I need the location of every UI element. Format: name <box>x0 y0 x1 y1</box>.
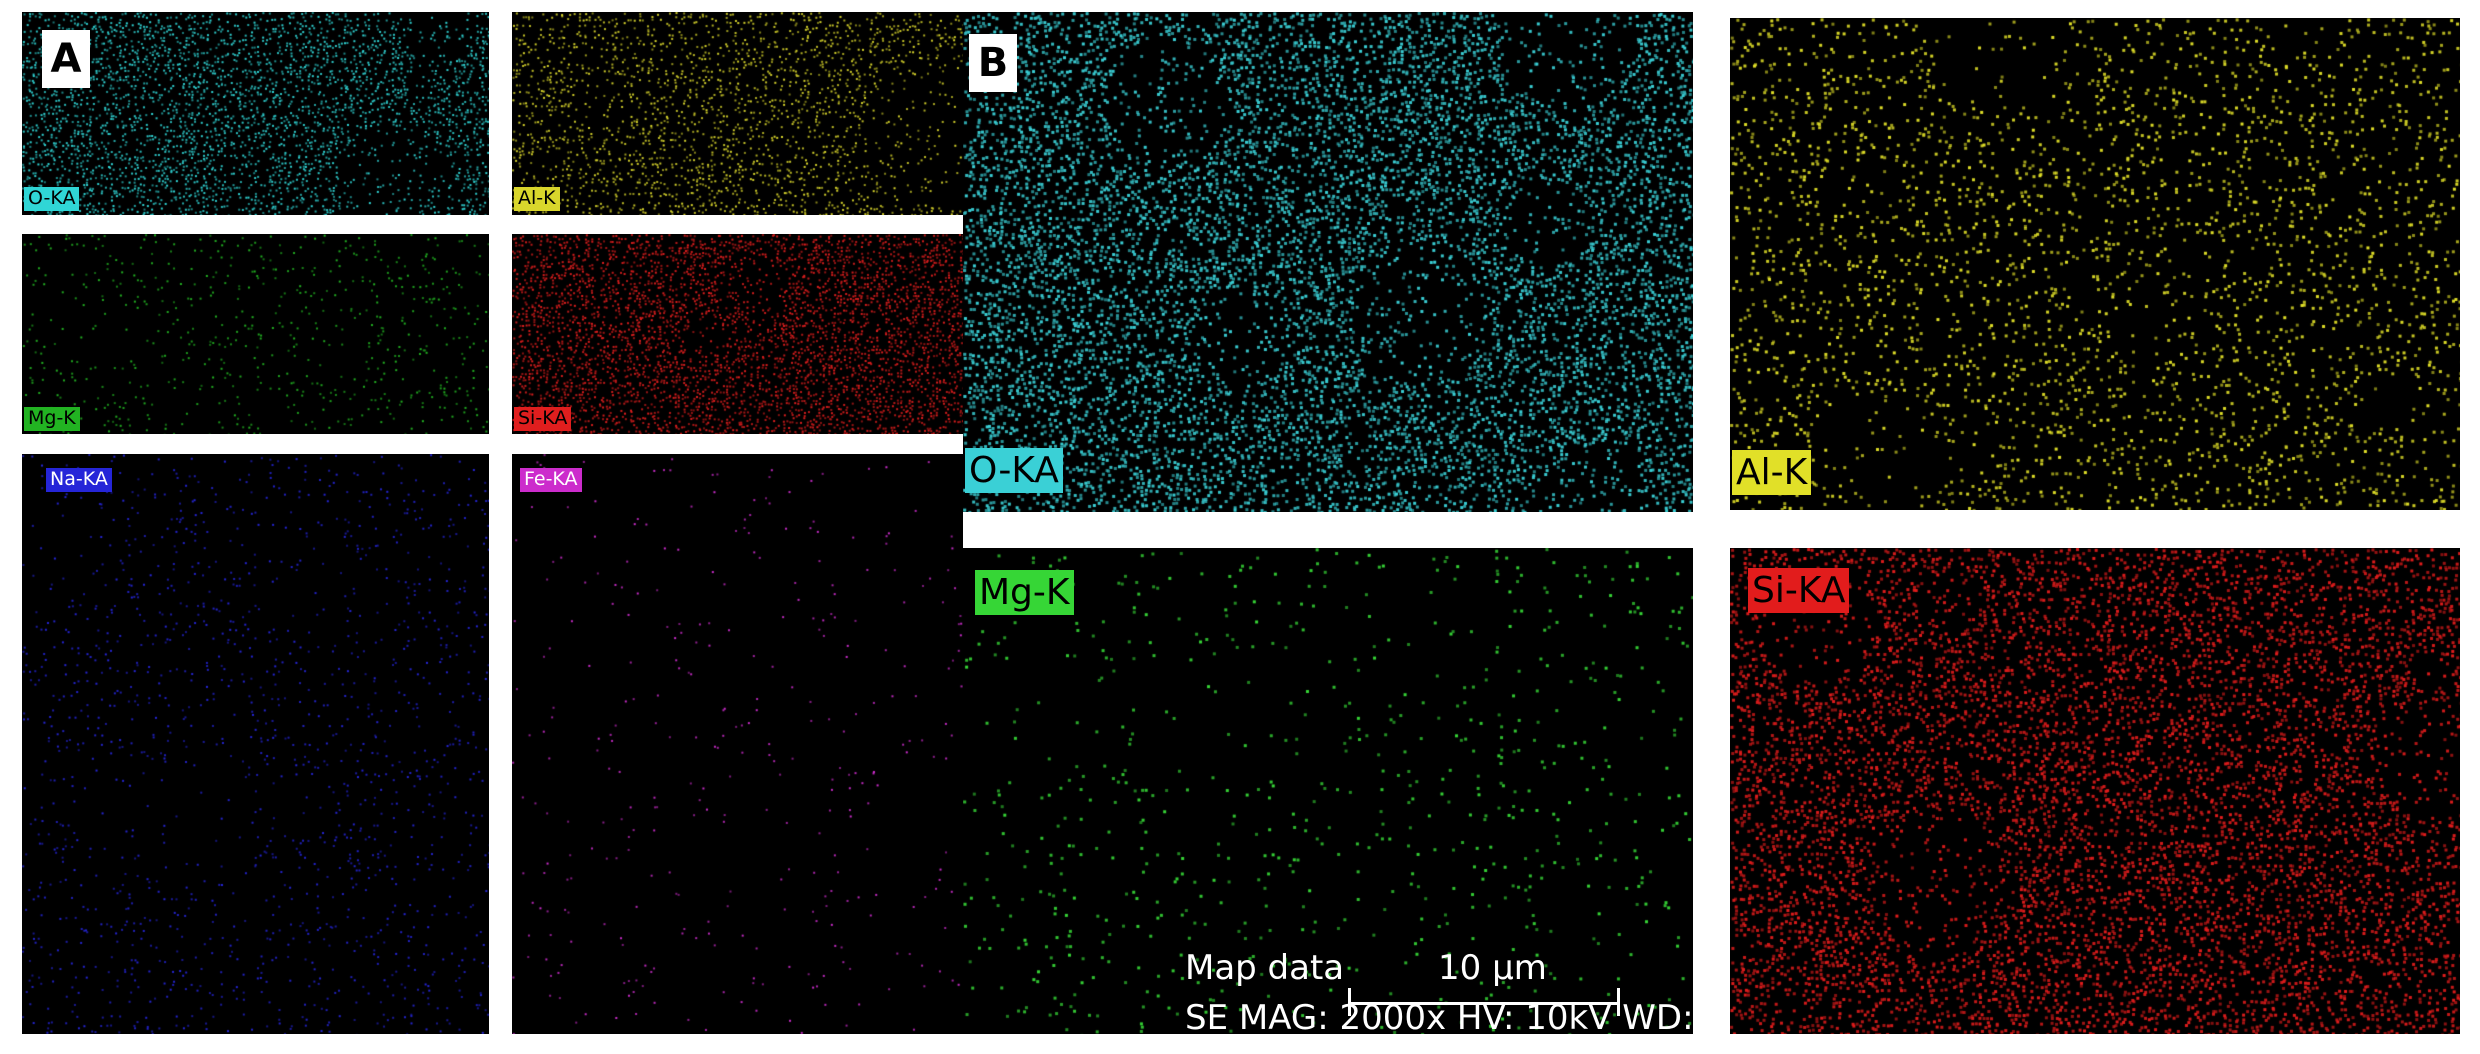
panel-b-label-al: Al-K <box>1732 450 1812 496</box>
panel-a-label-si: Si-KA <box>514 407 572 431</box>
panel-b-map-mg: Mg-K Map data SE MAG: 2000x HV: 10kV WD:… <box>963 548 1693 1034</box>
panel-b-map-al: Al-K <box>1730 18 2460 510</box>
panel-b-map-si-image <box>1730 548 2460 1034</box>
panel-b-label-si: Si-KA <box>1748 568 1850 614</box>
panel-a-map-o: O-KA <box>22 12 489 215</box>
panel-a-letter: A <box>42 30 90 88</box>
panel-b-map-o-image <box>963 12 1693 512</box>
panel-a-map-fe-image <box>512 454 963 1034</box>
panel-a-map-si: Si-KA <box>512 234 963 434</box>
panel-b-map-o: O-KA <box>963 12 1693 512</box>
panel-a-label-fe: Fe-KA <box>520 468 582 492</box>
panel-a-label-al: Al-K <box>514 187 560 211</box>
panel-b-letter: B <box>969 34 1017 92</box>
map-data-title: Map data <box>1185 948 1345 988</box>
panel-b-map-mg-image <box>963 548 1693 1034</box>
panel-a-label-o: O-KA <box>24 187 80 211</box>
panel-a-map-al-image <box>512 12 963 215</box>
panel-b-label-o: O-KA <box>965 448 1063 494</box>
panel-b-map-al-image <box>1730 18 2460 510</box>
scale-bar <box>1348 988 1620 1016</box>
panel-a-map-al: Al-K <box>512 12 963 215</box>
panel-a-map-fe: Fe-KA <box>512 454 963 1034</box>
panel-a-map-mg: Mg-K <box>22 234 489 434</box>
panel-a-label-na: Na-KA <box>46 468 112 492</box>
panel-a-map-si-image <box>512 234 963 434</box>
panel-a-map-na-image <box>22 454 489 1034</box>
panel-a-map-o-image <box>22 12 489 215</box>
panel-a-map-mg-image <box>22 234 489 434</box>
panel-a-map-na: Na-KA <box>22 454 489 1034</box>
scale-bar-label: 10 µm <box>1438 948 1547 988</box>
panel-b-label-mg: Mg-K <box>975 570 1074 616</box>
panel-a-label-mg: Mg-K <box>24 407 80 431</box>
panel-b-map-si: Si-KA <box>1730 548 2460 1034</box>
